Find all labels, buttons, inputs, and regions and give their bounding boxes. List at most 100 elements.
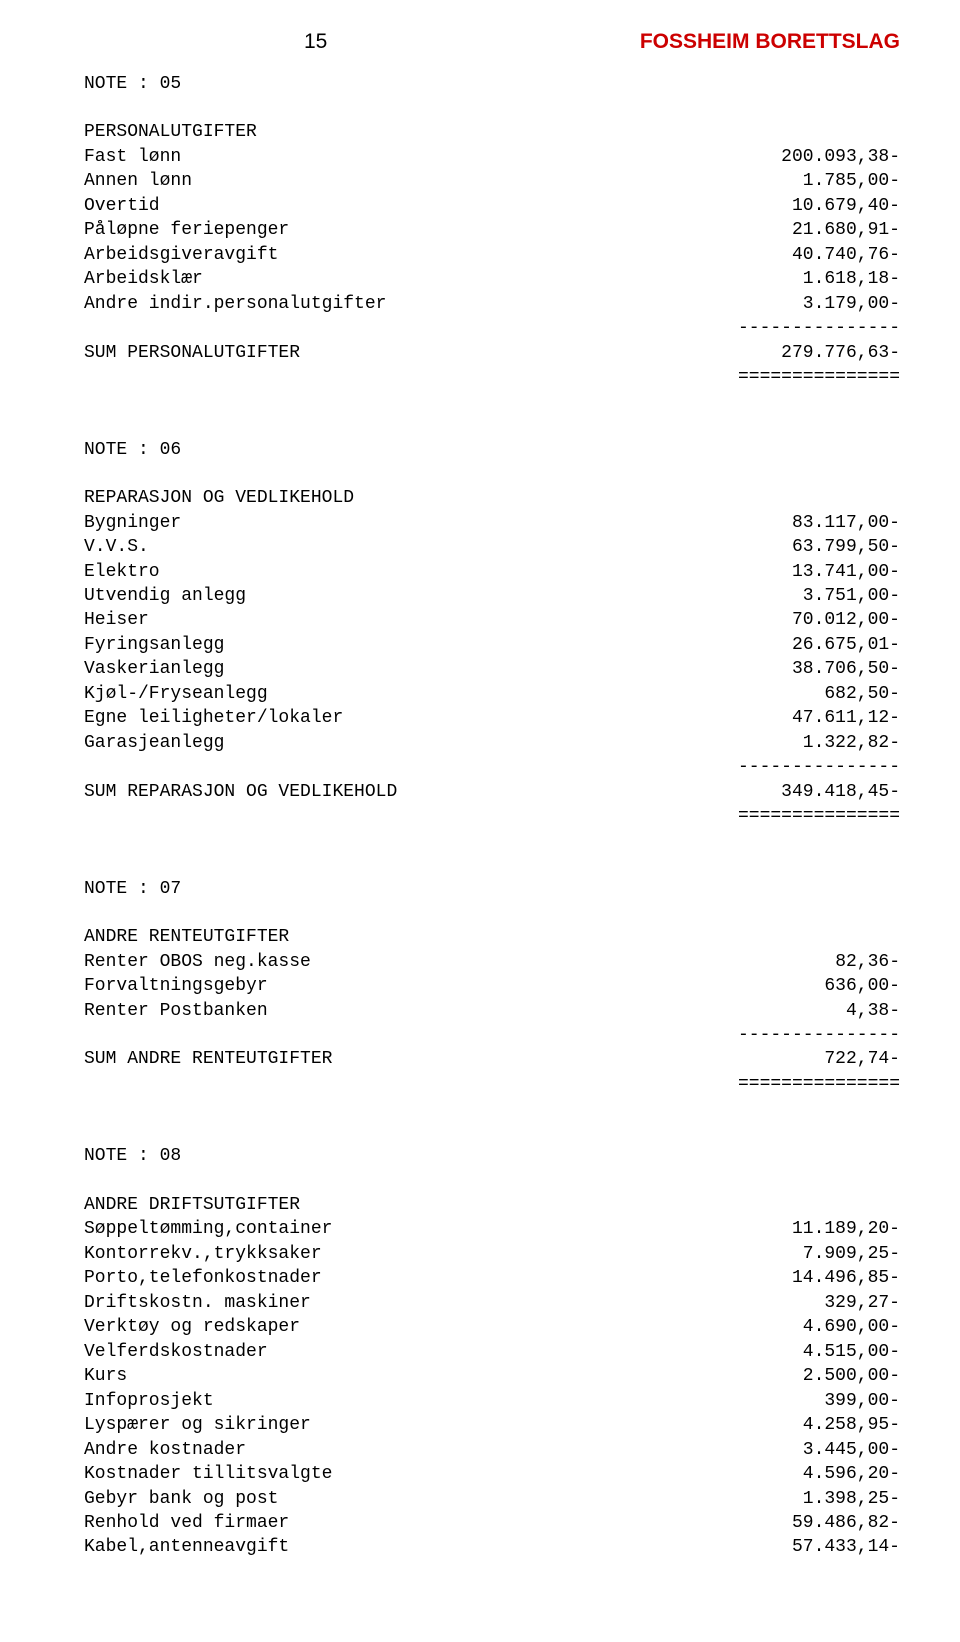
row-amount: 26.675,01- xyxy=(740,633,900,657)
row-label: Elektro xyxy=(84,560,160,584)
spacer xyxy=(84,901,900,925)
row-label: Gebyr bank og post xyxy=(84,1487,278,1511)
table-row: Kontorrekv.,trykksaker 7.909,25- xyxy=(84,1242,900,1266)
spacer xyxy=(84,829,900,877)
row-label: Forvaltningsgebyr xyxy=(84,974,268,998)
row-amount: 13.741,00- xyxy=(740,560,900,584)
row-label: Renter Postbanken xyxy=(84,999,268,1023)
table-row: Renhold ved firmaer59.486,82- xyxy=(84,1511,900,1535)
dash-rule: --------------- xyxy=(84,316,900,340)
note05-title: NOTE : 05 xyxy=(84,72,900,96)
row-amount: 3.751,00- xyxy=(740,584,900,608)
table-row: Arbeidsklær1.618,18- xyxy=(84,267,900,291)
table-row: Renter OBOS neg.kasse82,36- xyxy=(84,950,900,974)
table-row: Verktøy og redskaper 4.690,00- xyxy=(84,1315,900,1339)
note-title-label: NOTE : 05 xyxy=(84,72,181,96)
spacer xyxy=(84,1169,900,1193)
eq-rule: =============== xyxy=(84,804,900,828)
row-label: Vaskerianlegg xyxy=(84,657,224,681)
sum-row: SUM PERSONALUTGIFTER279.776,63- xyxy=(84,341,900,365)
row-label: Renhold ved firmaer xyxy=(84,1511,289,1535)
row-label: Lyspærer og sikringer xyxy=(84,1413,311,1437)
row-amount: 1.322,82- xyxy=(740,731,900,755)
document-page: 15 FOSSHEIM BORETTSLAG NOTE : 05 PERSONA… xyxy=(0,0,960,1642)
table-row: Elektro 13.741,00- xyxy=(84,560,900,584)
table-row: Infoprosjekt 399,00- xyxy=(84,1389,900,1413)
row-amount: 38.706,50- xyxy=(740,657,900,681)
row-amount: 14.496,85- xyxy=(740,1266,900,1290)
section-label: ANDRE RENTEUTGIFTER xyxy=(84,925,289,949)
table-row: Andre indir.personalutgifter3.179,00- xyxy=(84,292,900,316)
table-row: Vaskerianlegg 38.706,50- xyxy=(84,657,900,681)
row-amount: 57.433,14- xyxy=(740,1535,900,1559)
row-amount: 3.445,00- xyxy=(740,1438,900,1462)
sum-row: SUM REPARASJON OG VEDLIKEHOLD349.418,45- xyxy=(84,780,900,804)
row-label: Renter OBOS neg.kasse xyxy=(84,950,311,974)
page-header: 15 FOSSHEIM BORETTSLAG xyxy=(84,30,900,54)
row-label: Kostnader tillitsvalgte xyxy=(84,1462,332,1486)
row-amount: 40.740,76- xyxy=(740,243,900,267)
row-amount: 1.398,25- xyxy=(740,1487,900,1511)
note05-section: PERSONALUTGIFTER xyxy=(84,120,900,144)
table-row: Overtid 10.679,40- xyxy=(84,194,900,218)
table-row: Forvaltningsgebyr636,00- xyxy=(84,974,900,998)
row-amount: 4.515,00- xyxy=(740,1340,900,1364)
table-row: Søppeltømming,container11.189,20- xyxy=(84,1217,900,1241)
row-label: Fast lønn xyxy=(84,145,181,169)
eq-rule: =============== xyxy=(84,1072,900,1096)
table-row: Annen lønn1.785,00- xyxy=(84,169,900,193)
row-label: V.V.S. xyxy=(84,535,149,559)
spacer xyxy=(84,96,900,120)
row-amount: 2.500,00- xyxy=(740,1364,900,1388)
table-row: Bygninger83.117,00- xyxy=(84,511,900,535)
note08-title: NOTE : 08 xyxy=(84,1144,900,1168)
row-amount: 10.679,40- xyxy=(740,194,900,218)
row-amount: 399,00- xyxy=(740,1389,900,1413)
row-label: Kabel,antenneavgift xyxy=(84,1535,289,1559)
section-label: REPARASJON OG VEDLIKEHOLD xyxy=(84,486,354,510)
row-label: Verktøy og redskaper xyxy=(84,1315,300,1339)
sum-label: SUM PERSONALUTGIFTER xyxy=(84,341,300,365)
row-label: Arbeidsgiveravgift xyxy=(84,243,278,267)
table-row: Påløpne feriepenger21.680,91- xyxy=(84,218,900,242)
row-amount: 200.093,38- xyxy=(740,145,900,169)
note06-title: NOTE : 06 xyxy=(84,438,900,462)
header-title: FOSSHEIM BORETTSLAG xyxy=(640,30,900,54)
table-row: Kurs 2.500,00- xyxy=(84,1364,900,1388)
row-amount: 7.909,25- xyxy=(740,1242,900,1266)
row-label: Infoprosjekt xyxy=(84,1389,214,1413)
sum-row: SUM ANDRE RENTEUTGIFTER722,74- xyxy=(84,1047,900,1071)
row-label: Egne leiligheter/lokaler xyxy=(84,706,343,730)
table-row: Egne leiligheter/lokaler 47.611,12- xyxy=(84,706,900,730)
table-row: Garasjeanlegg1.322,82- xyxy=(84,731,900,755)
note06-section: REPARASJON OG VEDLIKEHOLD xyxy=(84,486,900,510)
section-label: PERSONALUTGIFTER xyxy=(84,120,257,144)
table-row: Lyspærer og sikringer4.258,95- xyxy=(84,1413,900,1437)
row-amount: 4,38- xyxy=(740,999,900,1023)
row-label: Kurs xyxy=(84,1364,127,1388)
row-amount: 63.799,50- xyxy=(740,535,900,559)
note07-section: ANDRE RENTEUTGIFTER xyxy=(84,925,900,949)
row-label: Driftskostn. maskiner xyxy=(84,1291,311,1315)
eq-rule: =============== xyxy=(84,365,900,389)
table-row: Heiser 70.012,00- xyxy=(84,608,900,632)
row-amount: 83.117,00- xyxy=(740,511,900,535)
row-label: Overtid xyxy=(84,194,160,218)
row-label: Heiser xyxy=(84,608,149,632)
row-amount: 682,50- xyxy=(740,682,900,706)
note-title-label: NOTE : 06 xyxy=(84,438,181,462)
note-title-label: NOTE : 08 xyxy=(84,1144,181,1168)
row-amount: 4.690,00- xyxy=(740,1315,900,1339)
row-amount: 1.618,18- xyxy=(740,267,900,291)
row-label: Utvendig anlegg xyxy=(84,584,246,608)
section-label: ANDRE DRIFTSUTGIFTER xyxy=(84,1193,300,1217)
row-amount: 329,27- xyxy=(740,1291,900,1315)
spacer xyxy=(84,390,900,438)
row-label: Velferdskostnader xyxy=(84,1340,268,1364)
row-amount: 47.611,12- xyxy=(740,706,900,730)
sum-label: SUM ANDRE RENTEUTGIFTER xyxy=(84,1047,332,1071)
table-row: Gebyr bank og post 1.398,25- xyxy=(84,1487,900,1511)
row-amount: 70.012,00- xyxy=(740,608,900,632)
page-number: 15 xyxy=(84,30,327,54)
row-label: Kontorrekv.,trykksaker xyxy=(84,1242,322,1266)
